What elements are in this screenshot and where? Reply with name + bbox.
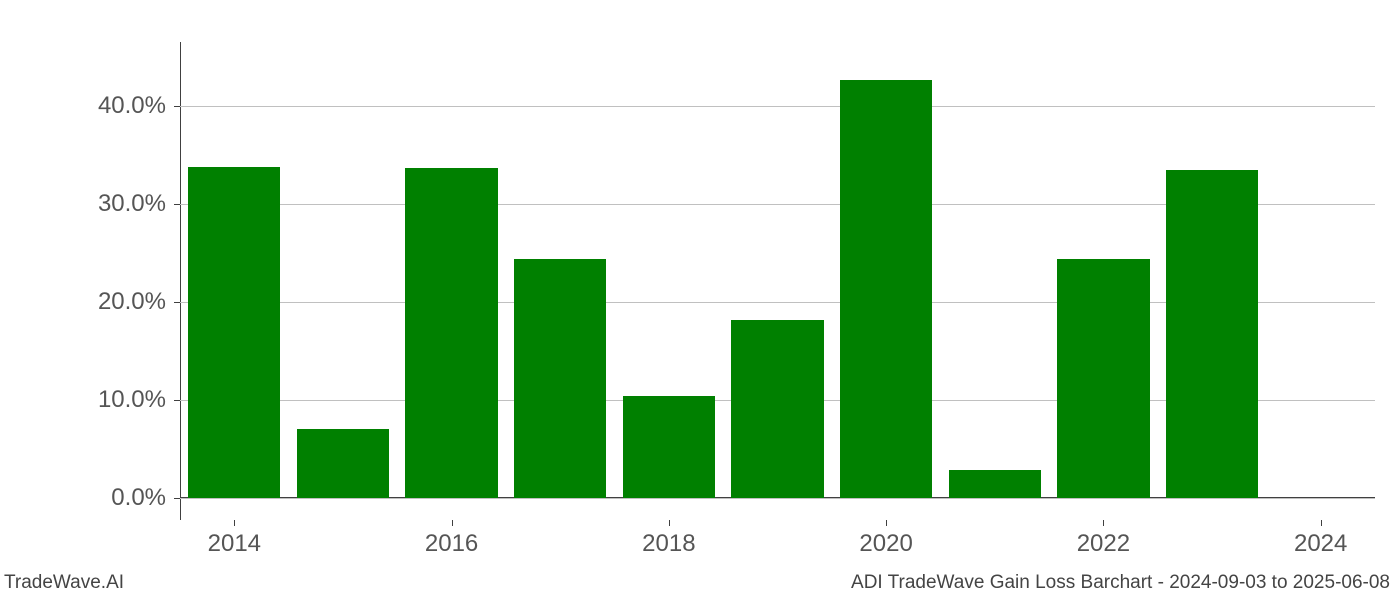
y-tick-mark [174,106,180,107]
x-tick-mark [1103,520,1104,526]
bar [1057,259,1149,498]
x-tick-mark [886,520,887,526]
y-tick-mark [174,400,180,401]
bar [840,80,932,498]
x-tick-label: 2018 [642,530,695,558]
plot-area: 0.0%10.0%20.0%30.0%40.0%2014201620182020… [180,42,1375,520]
y-tick-label: 20.0% [98,288,166,316]
gridline [180,498,1375,499]
y-tick-label: 0.0% [111,484,166,512]
chart-container: 0.0%10.0%20.0%30.0%40.0%2014201620182020… [180,42,1375,520]
x-tick-mark [1321,520,1322,526]
bar [297,429,389,499]
bar [731,320,823,499]
bar [1166,170,1258,499]
gridline [180,106,1375,107]
footer-right-caption: ADI TradeWave Gain Loss Barchart - 2024-… [851,572,1390,594]
y-tick-label: 40.0% [98,92,166,120]
bar [188,167,280,499]
bar [514,259,606,498]
x-tick-label: 2014 [208,530,261,558]
y-axis-line [180,42,181,520]
bar [623,396,715,498]
bar [949,470,1041,498]
x-tick-mark [452,520,453,526]
y-tick-label: 30.0% [98,190,166,218]
x-tick-label: 2022 [1077,530,1130,558]
y-tick-mark [174,498,180,499]
y-tick-mark [174,302,180,303]
y-tick-label: 10.0% [98,386,166,414]
y-tick-mark [174,204,180,205]
x-tick-label: 2024 [1294,530,1347,558]
x-tick-mark [669,520,670,526]
x-tick-mark [234,520,235,526]
x-tick-label: 2016 [425,530,478,558]
bar [405,168,497,499]
x-tick-label: 2020 [859,530,912,558]
footer-left-brand: TradeWave.AI [4,572,124,594]
